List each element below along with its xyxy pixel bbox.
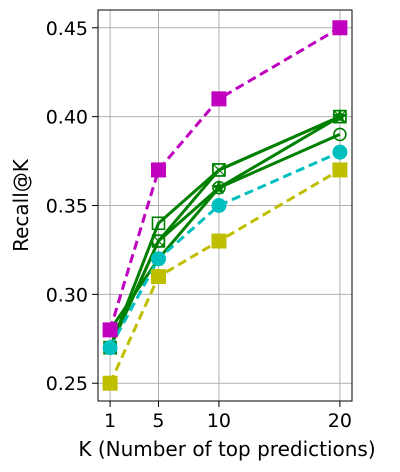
point-marker — [211, 198, 227, 213]
series-markers-5 — [102, 20, 348, 338]
point-marker — [102, 375, 118, 391]
point-marker-cross — [212, 163, 226, 177]
marker-layer — [102, 20, 348, 391]
series-line-6 — [108, 150, 341, 349]
series-line-5 — [108, 26, 341, 331]
x-tick-label: 10 — [207, 410, 231, 432]
y-ticks: 0.25 0.30 0.35 0.40 0.45 — [46, 18, 98, 395]
x-axis-label: K (Number of top predictions) — [78, 437, 375, 461]
series-line-2 — [108, 115, 341, 349]
y-tick-label: 0.30 — [46, 284, 88, 306]
point-marker — [211, 179, 227, 195]
series-line-4 — [108, 115, 341, 331]
x-tick-label: 20 — [328, 410, 352, 432]
point-marker — [151, 234, 166, 248]
point-marker — [150, 162, 166, 178]
x-ticks: 1 5 10 20 — [104, 401, 352, 432]
point-marker — [102, 340, 118, 356]
point-marker-cross — [152, 234, 165, 248]
y-tick-label: 0.40 — [46, 107, 88, 129]
series-line-7 — [108, 168, 341, 384]
point-marker — [211, 91, 227, 107]
y-axis-label: Recall@K — [9, 158, 33, 252]
point-marker — [332, 20, 348, 36]
series-markers-6 — [102, 144, 348, 356]
series-layer — [108, 26, 341, 384]
y-tick-label: 0.25 — [46, 373, 88, 395]
y-tick-label: 0.45 — [46, 18, 88, 40]
y-tick-label: 0.35 — [46, 196, 88, 218]
series-line-3 — [108, 115, 341, 349]
series-markers-7 — [102, 162, 348, 391]
point-marker — [332, 108, 348, 124]
point-marker — [211, 233, 227, 249]
point-marker — [332, 162, 348, 178]
point-marker — [102, 322, 118, 338]
point-marker — [150, 251, 166, 267]
point-marker — [212, 163, 226, 177]
point-marker — [151, 216, 166, 231]
series-markers-4 — [102, 108, 348, 337]
point-marker — [332, 144, 348, 160]
point-marker — [333, 127, 347, 142]
point-marker — [150, 269, 166, 285]
x-tick-label: 5 — [152, 410, 164, 432]
x-tick-label: 1 — [104, 410, 116, 432]
